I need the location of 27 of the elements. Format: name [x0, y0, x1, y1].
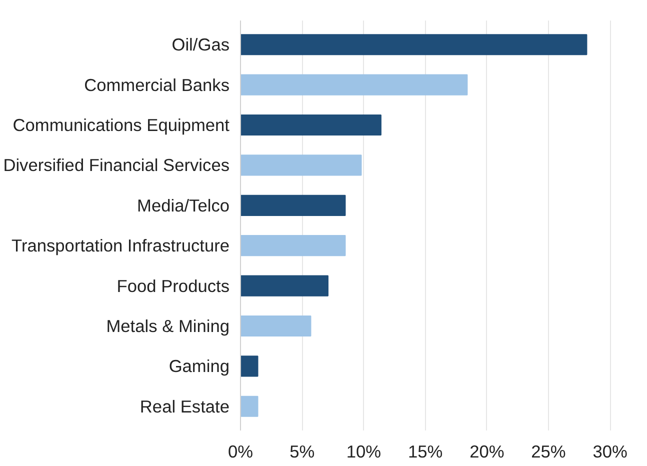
x-tick-label: 0%: [228, 442, 254, 462]
x-tick-label: 20%: [470, 442, 504, 462]
y-tick-label: Commercial Banks: [84, 74, 230, 95]
x-tick-label: 15%: [408, 442, 443, 462]
x-tick-label: 30%: [592, 442, 628, 462]
y-tick-label: Media/Telco: [137, 195, 230, 216]
bar: [240, 34, 588, 56]
bar: [240, 114, 382, 136]
bar: [240, 275, 328, 296]
y-tick-label: Diversified Financial Services: [3, 155, 230, 176]
bar: [240, 356, 258, 377]
y-tick-label: Gaming: [168, 356, 230, 376]
bar: [240, 194, 346, 216]
bar: [240, 235, 346, 256]
bar: [240, 315, 312, 337]
y-tick-label: Transportation Infrastructure: [12, 236, 230, 256]
x-tick-label: 5%: [290, 442, 315, 462]
y-tick-label: Communications Equipment: [12, 115, 230, 136]
y-tick-label: Oil/Gas: [172, 34, 230, 55]
bar: [240, 396, 258, 417]
x-tick-label: 10%: [346, 442, 382, 462]
bar: [240, 154, 362, 176]
y-tick-label: Metals & Mining: [106, 316, 230, 336]
bar: [240, 74, 468, 96]
y-tick-label: Real Estate: [140, 396, 230, 416]
x-tick-label: 25%: [531, 442, 566, 462]
y-tick-label: Food Products: [116, 276, 230, 296]
